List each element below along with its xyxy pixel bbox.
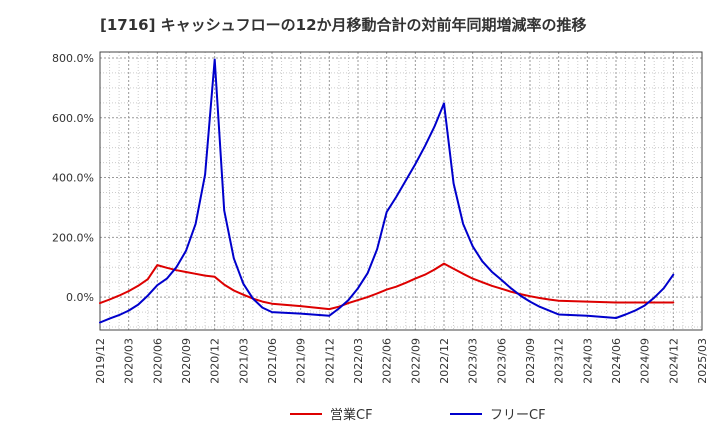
x-tick-label: 2021/12 [323, 338, 336, 384]
x-tick-label: 2023/09 [524, 338, 537, 384]
legend-label: フリーCF [490, 408, 546, 423]
x-tick-label: 2023/06 [495, 338, 508, 384]
y-tick-label: 600.0% [52, 112, 94, 125]
x-tick-label: 2025/03 [696, 338, 709, 384]
y-axis: 800.0% 600.0% 400.0% 200.0% 0.0% [52, 52, 94, 304]
x-tick-label: 2023/03 [467, 338, 480, 384]
x-tick-label: 2020/06 [151, 338, 164, 384]
legend: 営業CF フリーCF [290, 407, 546, 423]
series-line-free-cf [99, 58, 675, 324]
x-tick-label: 2024/03 [581, 338, 594, 384]
x-tick-label: 2024/12 [667, 338, 680, 384]
series-line-operating-cf [99, 262, 675, 311]
x-tick-label: 2024/09 [639, 338, 652, 384]
x-tick-label: 2022/09 [409, 338, 422, 384]
x-tick-label: 2020/09 [180, 338, 193, 384]
series-layer [99, 58, 675, 324]
grid [99, 52, 703, 330]
x-tick-label: 2021/06 [266, 338, 279, 384]
x-tick-label: 2021/09 [295, 338, 308, 384]
x-axis: 2019/12 2020/03 2020/06 2020/09 2020/12 2021/… [94, 338, 709, 384]
x-tick-label: 2024/06 [610, 338, 623, 384]
x-tick-label: 2023/12 [553, 338, 566, 384]
y-tick-label: 200.0% [52, 231, 94, 244]
y-tick-label: 800.0% [52, 52, 94, 65]
y-tick-label: 400.0% [52, 172, 94, 185]
x-tick-label: 2022/03 [352, 338, 365, 384]
x-tick-label: 2020/12 [209, 338, 222, 384]
x-tick-label: 2022/06 [381, 338, 394, 384]
x-tick-label: 2019/12 [94, 338, 107, 384]
y-tick-label: 0.0% [66, 291, 94, 304]
plot-frame [99, 51, 703, 331]
x-tick-label: 2022/12 [438, 338, 451, 384]
x-tick-label: 2021/03 [237, 338, 250, 384]
chart-title: [1716] キャッシュフローの12か月移動合計の対前年同期増減率の推移 [100, 16, 587, 34]
x-tick-label: 2020/03 [123, 338, 136, 384]
legend-label: 営業CF [330, 407, 373, 423]
